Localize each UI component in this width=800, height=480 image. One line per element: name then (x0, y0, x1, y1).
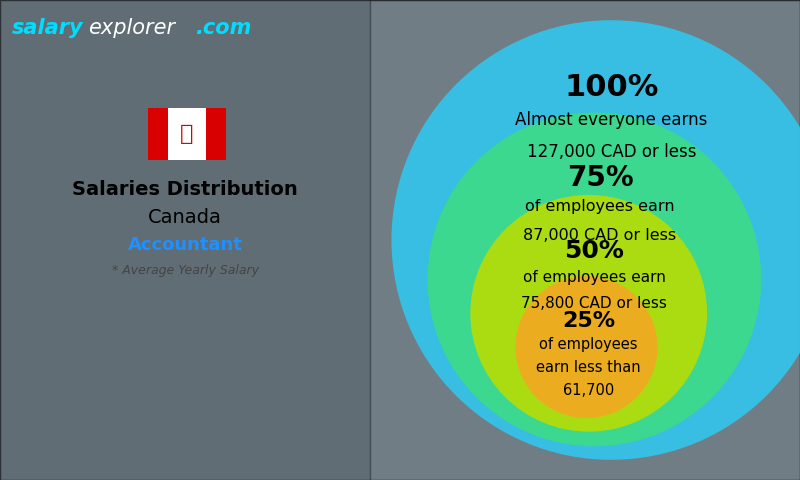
Text: 50%: 50% (565, 239, 624, 263)
Text: of employees earn: of employees earn (523, 270, 666, 285)
Text: salary: salary (12, 18, 84, 38)
FancyBboxPatch shape (148, 108, 168, 160)
Text: 127,000 CAD or less: 127,000 CAD or less (526, 143, 696, 161)
Text: of employees: of employees (539, 337, 638, 352)
Circle shape (391, 20, 800, 460)
Text: Accountant: Accountant (127, 236, 242, 254)
Text: Canada: Canada (148, 208, 222, 227)
FancyBboxPatch shape (148, 108, 226, 160)
Text: explorer: explorer (88, 18, 175, 38)
Text: Almost everyone earns: Almost everyone earns (515, 111, 707, 129)
Circle shape (515, 276, 658, 418)
Text: 25%: 25% (562, 311, 615, 331)
FancyBboxPatch shape (206, 108, 226, 160)
Text: 75,800 CAD or less: 75,800 CAD or less (522, 296, 667, 311)
Text: 100%: 100% (564, 73, 658, 102)
Text: Salaries Distribution: Salaries Distribution (72, 180, 298, 199)
Text: .com: .com (195, 18, 251, 38)
Text: 🍁: 🍁 (180, 124, 194, 144)
Circle shape (470, 195, 707, 432)
Text: 61,700: 61,700 (563, 383, 614, 398)
Text: 87,000 CAD or less: 87,000 CAD or less (523, 228, 677, 243)
Text: of employees earn: of employees earn (525, 200, 675, 215)
Circle shape (427, 113, 762, 446)
Text: earn less than: earn less than (537, 360, 641, 375)
FancyBboxPatch shape (370, 0, 800, 480)
Text: 75%: 75% (566, 164, 634, 192)
Text: * Average Yearly Salary: * Average Yearly Salary (111, 264, 258, 277)
